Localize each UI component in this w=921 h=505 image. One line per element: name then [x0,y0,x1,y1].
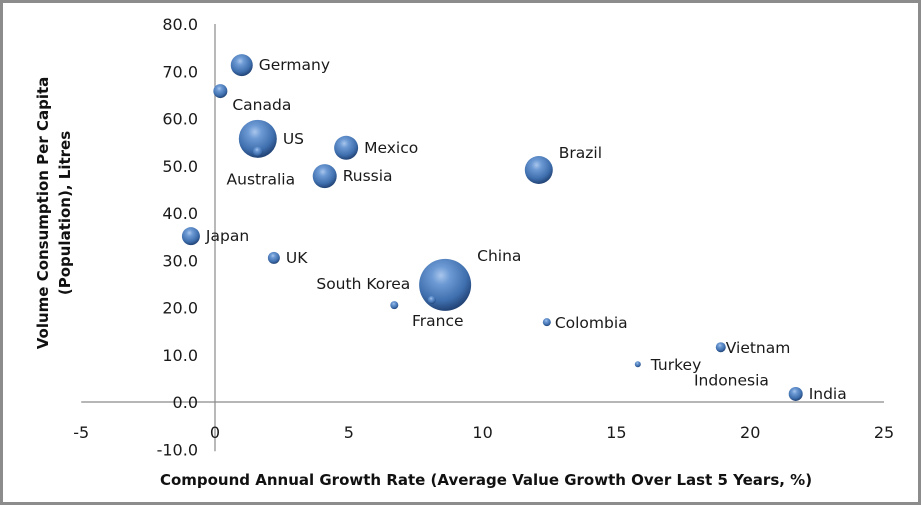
bubble-colombia [542,318,551,327]
bubble-india [788,386,803,401]
data-label-brazil: Brazil [559,144,602,162]
y-tick-label: 10.0 [162,346,198,365]
data-label-japan: Japan [205,227,249,245]
x-tick-label: 15 [606,423,626,442]
data-label-france: France [412,312,464,330]
data-label-australia: Australia [227,171,296,189]
bubble-canada [213,84,228,99]
bubble-russia [312,164,337,189]
x-tick-label: 10 [472,423,492,442]
x-axis-title: Compound Annual Growth Rate (Average Val… [160,471,812,489]
y-tick-label: 60.0 [162,110,198,129]
bubble-turkey [634,361,641,368]
bubble-australia [252,146,263,157]
y-tick-label: 20.0 [162,299,198,318]
y-tick-label: 0.0 [173,393,198,412]
x-tick-label: 25 [874,423,894,442]
bubble-germany [230,54,253,77]
bubble-south-korea [390,301,399,310]
y-tick-label: 40.0 [162,204,198,223]
data-label-uk: UK [286,249,308,267]
data-label-colombia: Colombia [555,314,628,332]
y-tick-label: 70.0 [162,62,198,81]
y-tick-label: 50.0 [162,157,198,176]
y-axis-title-line-1: Volume Consumption Per Capita [34,77,52,350]
bubble-uk [267,251,280,264]
bubble-mexico [334,135,359,160]
y-tick-label: 80.0 [162,15,198,34]
bubble-vietnam [715,342,726,353]
x-tick-label: 20 [740,423,760,442]
y-axis-title-line-2: (Population), Litres [56,131,74,295]
data-label-india: India [809,385,847,403]
bubble-brazil [524,156,553,185]
bubble-france [427,295,436,304]
bubble-us [238,119,277,158]
y-tick-label: -10.0 [157,440,198,459]
data-label-turkey: Turkey [650,356,701,374]
y-tick-label: 30.0 [162,251,198,270]
bubble-japan [181,227,200,246]
data-label-germany: Germany [259,56,330,74]
x-tick-label: 0 [210,423,220,442]
data-label-us: US [283,130,304,148]
data-label-indonesia: Indonesia [694,372,769,390]
x-tick-label: 5 [344,423,354,442]
data-label-mexico: Mexico [364,139,418,157]
data-label-russia: Russia [343,167,393,185]
data-label-vietnam: Vietnam [726,339,791,357]
bubble-china [419,258,472,311]
data-label-canada: Canada [232,96,291,114]
data-label-south-korea: South Korea [316,275,410,293]
data-label-china: China [477,247,521,265]
x-tick-label: -5 [73,423,89,442]
